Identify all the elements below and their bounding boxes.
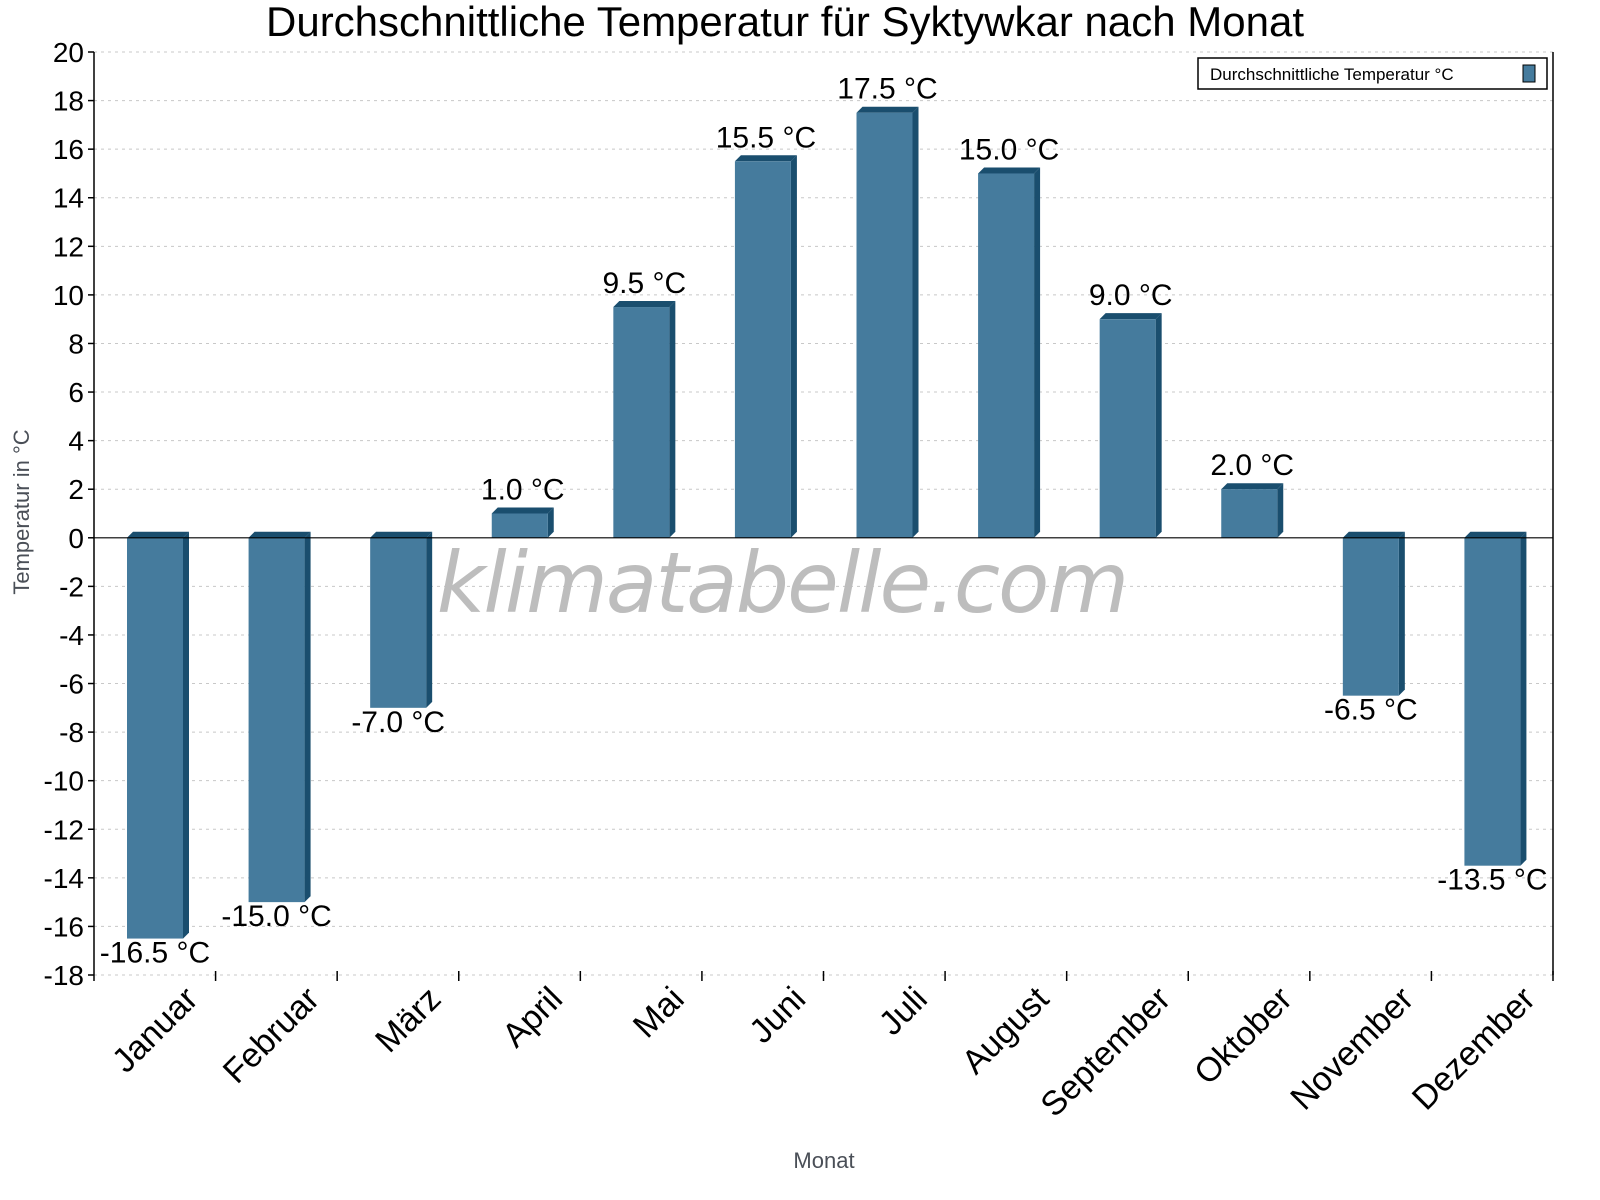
bar-januar xyxy=(127,531,189,939)
y-tick-label: 12 xyxy=(53,231,84,262)
x-tick-label: November xyxy=(1283,980,1421,1118)
y-tick-label: -10 xyxy=(44,766,84,797)
y-tick-label: -14 xyxy=(44,863,84,894)
y-tick-label: -18 xyxy=(44,960,84,991)
value-label: 9.0 °C xyxy=(1089,279,1173,312)
x-tick-label: Juni xyxy=(742,980,813,1051)
value-label: 1.0 °C xyxy=(481,474,565,507)
x-tick-label: Oktober xyxy=(1187,980,1299,1092)
bar-mai xyxy=(613,301,676,538)
x-axis-title: Monat xyxy=(793,1148,854,1173)
axes xyxy=(93,52,1554,981)
value-label: 15.0 °C xyxy=(959,133,1059,166)
gridlines xyxy=(94,51,1553,976)
value-label: -7.0 °C xyxy=(351,706,445,739)
y-tick-label: 14 xyxy=(53,183,84,214)
x-tick-label: Juli xyxy=(872,980,935,1043)
x-tick-label: April xyxy=(495,980,570,1055)
bars xyxy=(127,106,1527,939)
bar-oktober xyxy=(1221,483,1284,538)
bar-februar xyxy=(248,531,311,903)
y-tick-label: 16 xyxy=(53,134,84,165)
y-tick-label: 4 xyxy=(68,426,84,457)
x-axis-ticks: Januar Februar März April Mai Juni Juli AugustS… xyxy=(105,971,1554,1124)
x-tick-label: August xyxy=(955,979,1057,1081)
value-label: 17.5 °C xyxy=(837,73,937,106)
y-tick-label: -6 xyxy=(59,669,84,700)
value-label: 2.0 °C xyxy=(1210,449,1294,482)
bar-april xyxy=(491,507,554,538)
bar-juli xyxy=(856,106,919,538)
value-labels: -16.5 °C -15.0 °C -7.0 °C 1.0 °C 9.5 °C 15.5 … xyxy=(100,73,1548,970)
legend-box xyxy=(1197,57,1548,90)
y-tick-label: 6 xyxy=(68,377,84,408)
y-axis-title: Temperatur in °C xyxy=(9,429,34,594)
y-tick-label: -12 xyxy=(44,814,84,845)
legend-swatch xyxy=(1522,64,1536,83)
value-label: -16.5 °C xyxy=(100,937,210,970)
x-tick-label: Februar xyxy=(216,980,327,1091)
value-label: -15.0 °C xyxy=(221,900,331,933)
bar-märz xyxy=(370,531,433,708)
value-label: -13.5 °C xyxy=(1437,864,1547,897)
bar-august xyxy=(978,167,1041,538)
bar-juni xyxy=(734,155,797,538)
y-tick-label: -16 xyxy=(44,911,84,942)
legend-label: Durchschnittliche Temperatur °C xyxy=(1210,65,1454,84)
x-tick-label: Dezember xyxy=(1405,980,1543,1118)
watermark: klimatabelle.com xyxy=(437,534,1128,632)
bar-september xyxy=(1099,313,1162,538)
chart-title: Durchschnittliche Temperatur für Syktywk… xyxy=(266,0,1304,45)
y-tick-label: -8 xyxy=(59,717,84,748)
y-tick-label: 18 xyxy=(53,86,84,117)
y-tick-label: 0 xyxy=(68,523,84,554)
y-tick-label: -2 xyxy=(59,571,84,602)
x-tick-label: März xyxy=(368,980,448,1060)
value-label: 9.5 °C xyxy=(602,267,686,300)
y-tick-label: 8 xyxy=(68,328,84,359)
x-tick-label: Mai xyxy=(626,980,692,1046)
y-tick-label: 2 xyxy=(68,474,84,505)
bar-dezember xyxy=(1464,531,1527,866)
x-tick-label: September xyxy=(1033,980,1177,1124)
x-tick-label: Januar xyxy=(105,980,205,1080)
value-label: -6.5 °C xyxy=(1324,694,1418,727)
y-tick-label: 10 xyxy=(53,280,84,311)
y-tick-label: 20 xyxy=(53,37,84,68)
legend: Durchschnittliche Temperatur °C xyxy=(1197,57,1548,90)
bar-november xyxy=(1342,531,1405,696)
value-label: 15.5 °C xyxy=(716,121,816,154)
y-tick-label: -4 xyxy=(59,620,84,651)
